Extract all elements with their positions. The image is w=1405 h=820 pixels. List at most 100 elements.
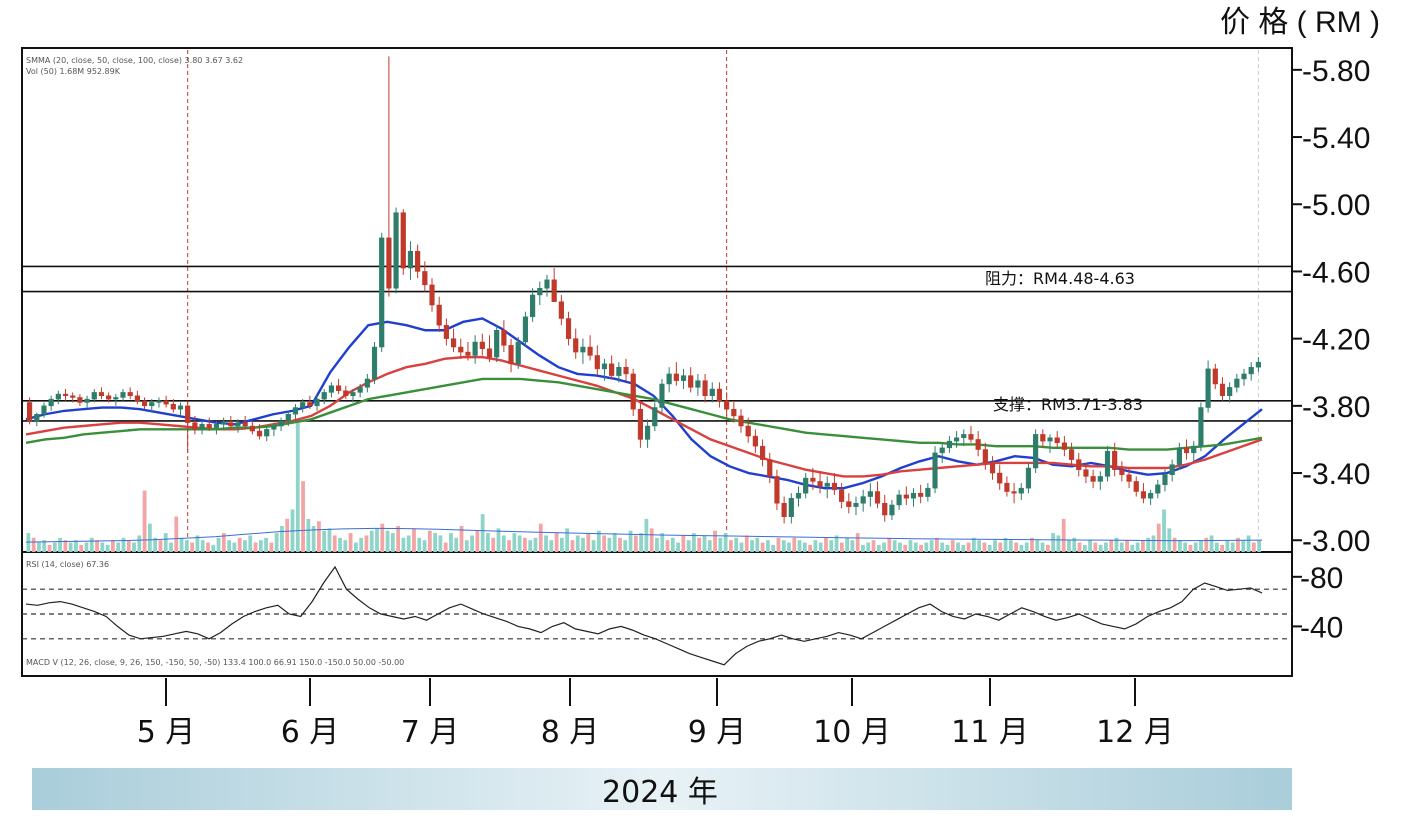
volume-bar: [723, 533, 728, 552]
candle-body: [1205, 368, 1211, 408]
candle: [486, 335, 493, 363]
volume-bar: [633, 535, 638, 552]
volume-bar: [692, 533, 696, 552]
candle-body: [774, 476, 780, 504]
candle: [1054, 431, 1060, 448]
volume-bar: [686, 540, 691, 552]
candle-body: [946, 440, 952, 449]
volume-bar: [327, 528, 332, 552]
candle-body: [1241, 373, 1247, 380]
volume-bar: [464, 540, 469, 552]
candle: [400, 209, 406, 275]
y-tick-label: -5.80: [1302, 55, 1370, 88]
candle: [609, 355, 615, 379]
candle: [350, 389, 356, 403]
candle-body: [1119, 469, 1125, 475]
candle-body: [379, 237, 385, 348]
candle-body: [1191, 445, 1197, 454]
volume-bar: [750, 540, 754, 552]
candle: [616, 362, 622, 383]
candle-body: [1140, 491, 1147, 499]
candle-body: [407, 251, 414, 269]
volume-bar: [639, 533, 643, 552]
volume-bar: [898, 542, 902, 552]
candle: [774, 469, 780, 510]
candle: [810, 468, 816, 490]
volume-bar: [982, 542, 987, 552]
candle: [982, 442, 988, 470]
volume-bar: [412, 528, 416, 552]
candle-body: [867, 491, 873, 497]
candle: [716, 382, 723, 408]
volume-bar: [1183, 542, 1188, 552]
volume-bar: [364, 535, 369, 552]
candle: [1025, 462, 1032, 494]
candle: [407, 241, 414, 280]
volume-bar: [565, 528, 570, 552]
volume-bar: [496, 528, 501, 552]
candle: [1212, 363, 1218, 390]
volume-bar: [179, 537, 184, 552]
volume-bar: [628, 530, 633, 552]
candle: [932, 446, 938, 494]
candle-body: [1183, 447, 1190, 454]
volume-bar: [1141, 540, 1145, 552]
candle: [896, 489, 902, 510]
volume-bar: [1082, 544, 1087, 552]
candle-body: [702, 380, 708, 397]
volume-bar: [163, 533, 168, 552]
volume-bar: [317, 521, 321, 552]
candle: [436, 296, 442, 332]
rsi-panel: [22, 565, 1292, 666]
y-tick-label: -3.40: [1302, 458, 1370, 491]
volume-bar: [1008, 540, 1013, 552]
volume-bar: [174, 516, 179, 552]
candle: [1241, 368, 1247, 386]
candle-body: [1126, 474, 1132, 482]
volume-bar: [771, 544, 776, 552]
volume-bar: [591, 540, 596, 552]
candle: [1126, 468, 1132, 489]
candle-body: [422, 271, 428, 286]
candle-body: [982, 449, 988, 464]
candle: [170, 399, 176, 413]
volume-bar: [697, 537, 702, 552]
x-tick-label: 12 月: [1096, 715, 1174, 750]
volume-bar: [919, 544, 923, 552]
candle: [235, 419, 241, 433]
candle-body: [1112, 450, 1118, 470]
candle-body: [70, 395, 76, 398]
support-label: 支撑：RM3.71-3.83: [993, 395, 1143, 414]
candle-body: [192, 422, 198, 430]
candle: [91, 389, 97, 403]
x-tick-label: 8 月: [541, 715, 600, 750]
candle-body: [522, 316, 529, 343]
candle: [386, 56, 392, 297]
candle-body: [292, 407, 299, 415]
volume-bar: [248, 535, 253, 552]
volume-bar: [200, 540, 205, 552]
volume-bar: [1045, 544, 1050, 552]
candle: [975, 431, 981, 457]
candle: [738, 409, 744, 433]
candle: [192, 415, 198, 435]
candle-body: [903, 494, 909, 499]
candle: [824, 476, 830, 499]
candle-body: [853, 503, 859, 507]
volume-bar: [1093, 542, 1098, 552]
volume-bar: [1177, 540, 1182, 552]
volume-bar: [549, 540, 554, 552]
volume-bar: [343, 540, 348, 552]
candle: [314, 395, 320, 411]
candle: [558, 294, 564, 326]
volume-bar: [1051, 533, 1055, 552]
candle: [745, 417, 751, 443]
x-tick-label: 7 月: [401, 715, 460, 750]
volume-bar: [306, 518, 311, 552]
volume-bar: [438, 535, 443, 552]
candle-body: [1234, 378, 1240, 388]
volume-bar: [52, 542, 57, 552]
candle: [630, 368, 636, 416]
candle: [1004, 476, 1010, 497]
candle-body: [1061, 442, 1067, 450]
